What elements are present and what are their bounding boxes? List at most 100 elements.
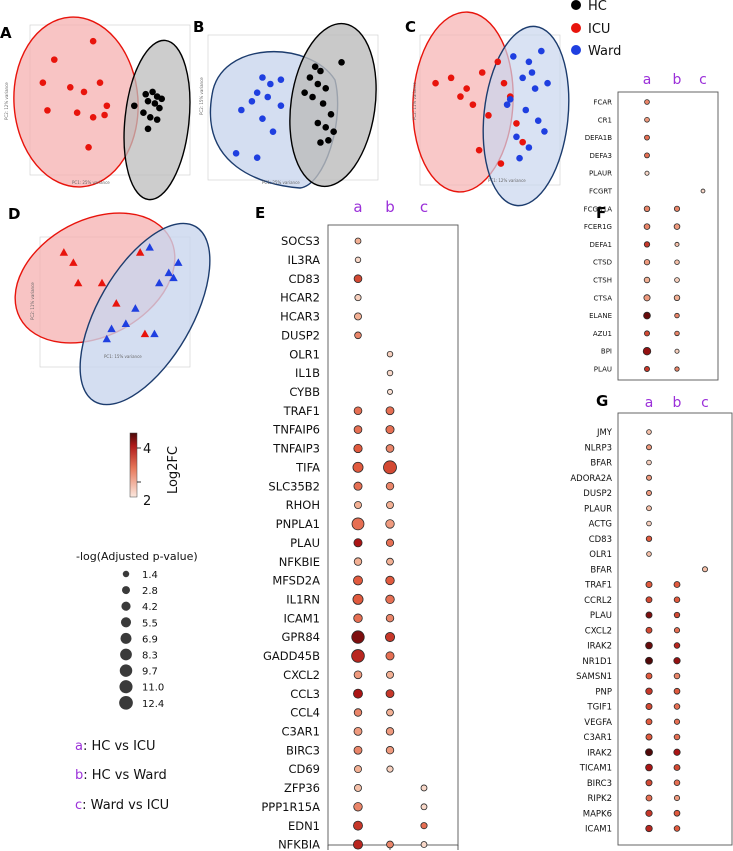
- pca-a-point-icu: [89, 114, 97, 121]
- pca-c-xlabel: PC1: 12% variance: [488, 178, 526, 183]
- pca-a-point-icu: [89, 37, 97, 45]
- bubble-f-gene-label: PLAUR: [589, 170, 612, 178]
- bubble-e-gene-label: TRAF1: [283, 404, 320, 418]
- pca-b-point-hc: [317, 67, 324, 75]
- bubble-e-dot-c: [420, 803, 428, 811]
- pca-a-point-icu: [44, 107, 51, 114]
- bubble-f-dot-b: [674, 277, 680, 283]
- pca-panel-b: PC1: 25% variance PC2: 15% variance: [199, 22, 379, 189]
- pca-d-point-icu: [97, 278, 107, 287]
- pca-d-point-icu: [112, 299, 121, 307]
- bubble-e-gene-label: CD69: [288, 762, 320, 776]
- pca-b-point-ward: [267, 80, 274, 88]
- pca-b-point-ward: [238, 106, 245, 114]
- bubble-e-dot-a: [353, 274, 363, 284]
- bubble-e-dot-a: [353, 802, 363, 812]
- bubble-g-gene-label: BFAR: [590, 459, 612, 469]
- bubble-e-dot-c: [420, 784, 428, 792]
- pca-a-point-icu: [66, 84, 74, 91]
- bubble-e-dot-c: [420, 822, 428, 830]
- bubble-g-dot-a: [645, 611, 653, 619]
- bubble-g-dot-a: [645, 748, 653, 757]
- bubble-f-dot-a: [644, 366, 650, 372]
- bubble-f-dot-a: [643, 311, 651, 320]
- pca-a-point-icu: [39, 79, 47, 86]
- bubble-e-dot-b: [386, 350, 394, 358]
- size-legend-dot: [120, 648, 132, 661]
- pca-c-point-ward: [528, 69, 536, 76]
- pca-c-point-ward: [541, 128, 548, 135]
- pca-d-point-ward: [145, 243, 154, 251]
- pca-a-point-icu: [80, 88, 88, 96]
- pca-d-ward-ellipse: [79, 222, 211, 406]
- pca-a-point-icu: [103, 102, 111, 110]
- bubble-e-gene-label: GPR84: [282, 630, 320, 644]
- bubble-g-gene-label: TRAF1: [584, 581, 612, 591]
- bubble-g-gene-label: RIPK2: [587, 794, 612, 804]
- pca-c-point-icu: [432, 79, 439, 87]
- pca-panel-a: PC1: 25% variance PC2: 12% variance: [4, 16, 191, 201]
- pca-d-point-ward: [102, 334, 111, 343]
- size-legend-value: 2.8: [142, 586, 158, 597]
- bubble-e-gene-label: SOCS3: [281, 234, 320, 248]
- bubble-g-dot-a: [646, 459, 652, 466]
- bubble-g-dot-b: [673, 642, 681, 649]
- bubble-g-gene-label: NLRP3: [584, 443, 612, 453]
- bubble-f-dot-a: [644, 152, 650, 159]
- bubble-e-dot-a: [352, 461, 364, 473]
- bubble-e-dot-a: [352, 839, 364, 850]
- bubble-g-gene-label: ADORA2A: [570, 474, 612, 484]
- bubble-e-dot-a: [351, 649, 365, 663]
- size-legend-dot: [121, 601, 131, 611]
- bubble-e-gene-label: TNFAIP3: [272, 442, 320, 456]
- bubble-e-dot-b: [385, 689, 395, 699]
- comparison-letter-b: b: [75, 768, 83, 783]
- bubble-e-dot-a: [353, 745, 363, 755]
- bubble-g-dot-a: [645, 596, 653, 604]
- bubble-g-dot-a: [646, 520, 652, 527]
- size-legend-dot: [119, 680, 133, 694]
- pca-c-point-ward: [522, 106, 530, 114]
- bubble-g-gene-label: CD83: [589, 535, 612, 545]
- bubble-g-dot-a: [645, 809, 653, 817]
- bubble-g-dot-a: [645, 672, 653, 680]
- bubble-e-dot-a: [353, 443, 363, 454]
- bubble-e-dot-b: [385, 538, 395, 547]
- bubble-g-dot-b: [673, 687, 681, 695]
- pca-c-point-ward: [506, 95, 514, 103]
- pca-b-point-hc: [325, 137, 332, 144]
- bubble-e-dot-b: [385, 481, 395, 491]
- bubble-e-dot-b: [387, 388, 393, 395]
- size-legend: -log(Adjusted p-value) 1.4 2.8 4.2 5.5 6.9 8.…: [76, 550, 198, 710]
- bubble-e-dot-b: [385, 519, 395, 529]
- bubble-g-gene-label: ACTG: [589, 520, 612, 530]
- comparison-letter-c: c: [75, 798, 82, 813]
- bubble-f-dot-b: [673, 205, 681, 212]
- bubble-e-dot-b: [386, 765, 394, 773]
- bubble-e-dot-b: [385, 425, 395, 435]
- pca-a-point-hc: [142, 90, 150, 98]
- size-legend-title: -log(Adjusted p-value): [76, 550, 198, 563]
- bubble-e-dot-a: [353, 670, 363, 680]
- bubble-e-dot-c: [420, 841, 428, 848]
- bubble-g-gene-label: PLAUR: [584, 504, 612, 514]
- size-legend-rows: 1.4 2.8 4.2 5.5 6.9 8.3 9.7 11.0 12.4: [119, 570, 164, 710]
- bubble-e-dot-a: [353, 538, 363, 548]
- bubble-g-gene-label: MAPK6: [583, 809, 612, 819]
- pca-b-points: [232, 59, 345, 161]
- size-legend-value: 5.5: [142, 618, 158, 629]
- bubble-g-dot-a: [646, 490, 652, 496]
- colorbar-title: Log2FC: [166, 446, 181, 494]
- comparison-text-b: : HC vs Ward: [83, 768, 166, 783]
- bubble-e-gene-label: HCAR2: [280, 291, 320, 305]
- bubble-f-gene-label: CTSA: [593, 294, 612, 302]
- pca-a-point-hc: [144, 125, 152, 133]
- bubble-f-dot-a: [642, 347, 652, 356]
- bubble-g-dot-a: [645, 626, 653, 634]
- size-legend-dot: [122, 586, 130, 595]
- pca-b-point-ward: [269, 128, 277, 135]
- pca-a-point-hc: [140, 109, 147, 116]
- pca-d-point-ward: [169, 273, 178, 282]
- pca-a-point-icu: [50, 56, 58, 63]
- pca-b-xlabel: PC1: 25% variance: [262, 180, 300, 185]
